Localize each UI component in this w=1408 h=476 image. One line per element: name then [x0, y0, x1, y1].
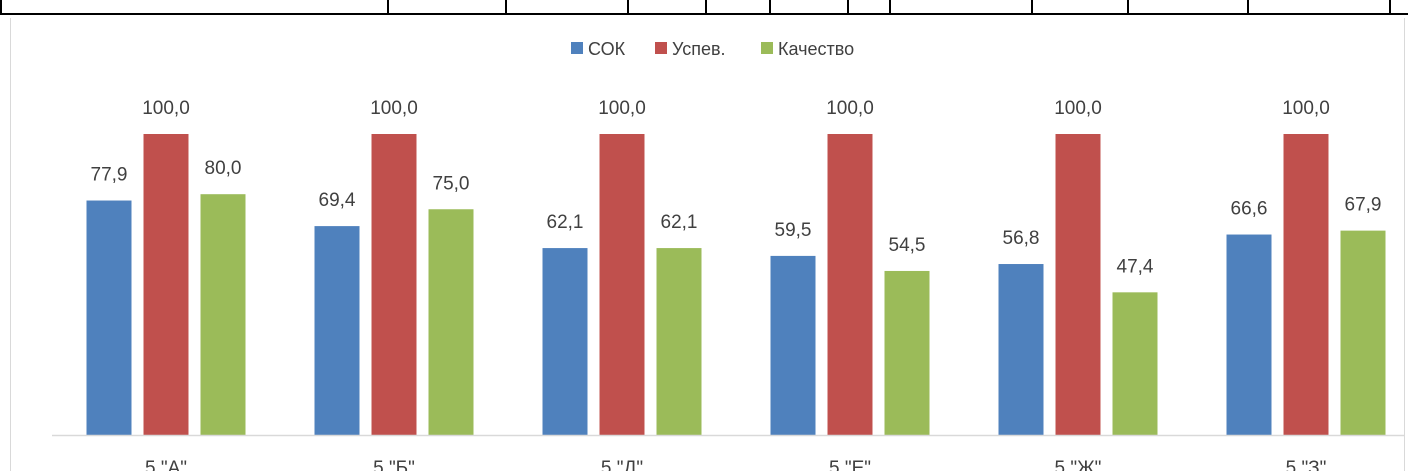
x-tick-label-3: 5 "Д"	[601, 458, 643, 471]
bars-layer	[86, 134, 1386, 435]
x-tick-label-6: 5 "З"	[1286, 458, 1327, 471]
data-label-качество-6: 67,9	[1345, 195, 1382, 216]
bar-качество-5	[1112, 292, 1158, 435]
data-label-успев-1: 100,0	[142, 98, 190, 119]
bar-качество-2	[428, 209, 474, 435]
bar-успев-3	[599, 134, 645, 435]
bar-успев-6	[1283, 134, 1329, 435]
bar-успев-5	[1055, 134, 1101, 435]
table-row-fragment	[0, 0, 1408, 15]
legend-label-сок: СОК	[588, 39, 626, 59]
bar-сок-1	[86, 200, 132, 435]
x-tick-label-4: 5 "Е"	[829, 458, 871, 471]
bar-сок-3	[542, 248, 588, 435]
bar-сок-2	[314, 226, 360, 435]
data-label-сок-4: 59,5	[775, 220, 812, 241]
data-labels-layer: 77,9 100,0 80,0 69,4 100,0 75,0 62,1 100,0 62,1 5…	[91, 98, 1382, 277]
data-label-успев-4: 100,0	[826, 98, 874, 119]
bar-успев-2	[371, 134, 417, 435]
x-tick-label-1: 5 "А"	[145, 458, 187, 471]
data-label-сок-2: 69,4	[319, 190, 356, 211]
x-axis-tick-labels: 5 "А" 5 "Б" 5 "Д" 5 "Е" 5 "Ж" 5 "З"	[145, 458, 1327, 476]
data-label-сок-5: 56,8	[1003, 228, 1040, 249]
bar-успев-1	[143, 134, 189, 435]
data-label-качество-2: 75,0	[433, 173, 470, 194]
x-tick-label-2: 5 "Б"	[373, 458, 415, 471]
bar-сок-6	[1226, 234, 1272, 435]
bar-качество-4	[884, 270, 930, 435]
bar-сок-4	[770, 255, 816, 435]
data-label-сок-3: 62,1	[547, 212, 584, 233]
bar-качество-3	[656, 248, 702, 435]
data-label-успев-5: 100,0	[1054, 98, 1102, 119]
data-label-сок-1: 77,9	[91, 165, 128, 186]
data-label-успев-3: 100,0	[598, 98, 646, 119]
data-label-качество-3: 62,1	[661, 212, 698, 233]
data-label-успев-2: 100,0	[370, 98, 418, 119]
legend: СОК Успев. Качество	[571, 39, 854, 59]
legend-swatch-успев	[655, 42, 667, 54]
bar-качество-1	[200, 194, 246, 435]
x-tick-label-5: 5 "Ж"	[1055, 458, 1102, 471]
data-label-качество-5: 47,4	[1117, 256, 1154, 277]
bar-качество-6	[1340, 230, 1386, 435]
legend-swatch-качество	[761, 42, 773, 54]
legend-label-качество: Качество	[778, 39, 854, 59]
data-label-успев-6: 100,0	[1282, 98, 1330, 119]
data-label-качество-4: 54,5	[889, 235, 926, 256]
data-label-качество-1: 80,0	[205, 158, 242, 179]
bar-успев-4	[827, 134, 873, 435]
legend-swatch-сок	[571, 42, 583, 54]
data-label-сок-6: 66,6	[1231, 199, 1268, 220]
bar-сок-5	[998, 264, 1044, 435]
legend-label-успев: Успев.	[672, 39, 726, 59]
